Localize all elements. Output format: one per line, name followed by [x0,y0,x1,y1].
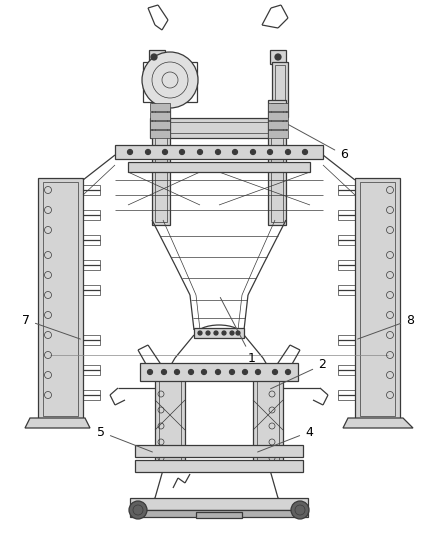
Bar [268,130,288,138]
Text: 8: 8 [357,313,414,339]
Circle shape [162,369,166,375]
Bar [140,363,298,381]
Circle shape [230,331,234,335]
Bar [150,118,286,138]
Bar [150,112,170,120]
Bar [275,65,285,115]
Bar [272,62,288,117]
Bar [270,50,286,64]
Circle shape [174,369,180,375]
Bar [268,100,286,225]
Circle shape [198,331,202,335]
Bar [338,285,355,295]
Bar [83,185,100,195]
Bar [338,365,355,375]
Circle shape [222,331,226,335]
Circle shape [272,369,278,375]
Polygon shape [343,418,413,428]
Bar [268,121,288,129]
Circle shape [268,149,272,155]
Circle shape [251,149,255,155]
Bar [257,374,279,466]
Bar [268,112,288,120]
Bar [83,235,100,245]
Polygon shape [25,418,90,428]
Circle shape [215,369,220,375]
Bar [128,162,310,172]
Circle shape [162,149,167,155]
Circle shape [198,149,202,155]
Circle shape [127,149,133,155]
Bar [38,178,83,420]
Bar [150,103,170,111]
Bar [338,185,355,195]
Bar [355,178,400,420]
Circle shape [236,331,240,335]
Bar [83,390,100,400]
Circle shape [303,149,307,155]
Circle shape [255,369,261,375]
Bar [83,335,100,345]
Circle shape [275,54,281,60]
Bar [150,121,170,129]
Bar [135,445,303,457]
Bar [338,335,355,345]
Text: 2: 2 [271,359,326,389]
Bar [194,328,244,338]
Bar [268,103,288,111]
Bar [83,285,100,295]
Circle shape [188,369,194,375]
Bar [83,210,100,220]
Circle shape [215,149,220,155]
Bar [83,260,100,270]
Circle shape [206,331,210,335]
Bar [143,62,197,102]
Bar [152,100,170,225]
Bar [159,374,181,466]
Circle shape [233,149,237,155]
Bar [196,512,242,518]
Bar [338,235,355,245]
Bar [43,182,78,416]
Circle shape [148,369,152,375]
Bar [338,210,355,220]
Bar [271,103,283,222]
Bar [130,498,308,510]
Bar [115,145,323,159]
Bar [135,460,303,472]
Text: 1: 1 [220,297,256,365]
Circle shape [214,331,218,335]
Text: 4: 4 [258,425,313,452]
Bar [149,50,165,64]
Circle shape [151,54,157,60]
Text: 6: 6 [283,122,348,161]
Circle shape [286,369,290,375]
Circle shape [291,501,309,519]
Bar [338,390,355,400]
Bar [253,370,283,470]
Circle shape [201,369,206,375]
Circle shape [243,369,247,375]
Bar [338,260,355,270]
Bar [130,510,308,517]
Text: 7: 7 [22,313,81,339]
Circle shape [180,149,184,155]
Circle shape [145,149,151,155]
Bar [150,130,170,138]
Circle shape [142,52,198,108]
Bar [360,182,395,416]
Circle shape [129,501,147,519]
Circle shape [230,369,234,375]
Bar [155,370,185,470]
Bar [83,365,100,375]
Bar [155,103,167,222]
Circle shape [286,149,290,155]
Text: 5: 5 [97,425,152,452]
